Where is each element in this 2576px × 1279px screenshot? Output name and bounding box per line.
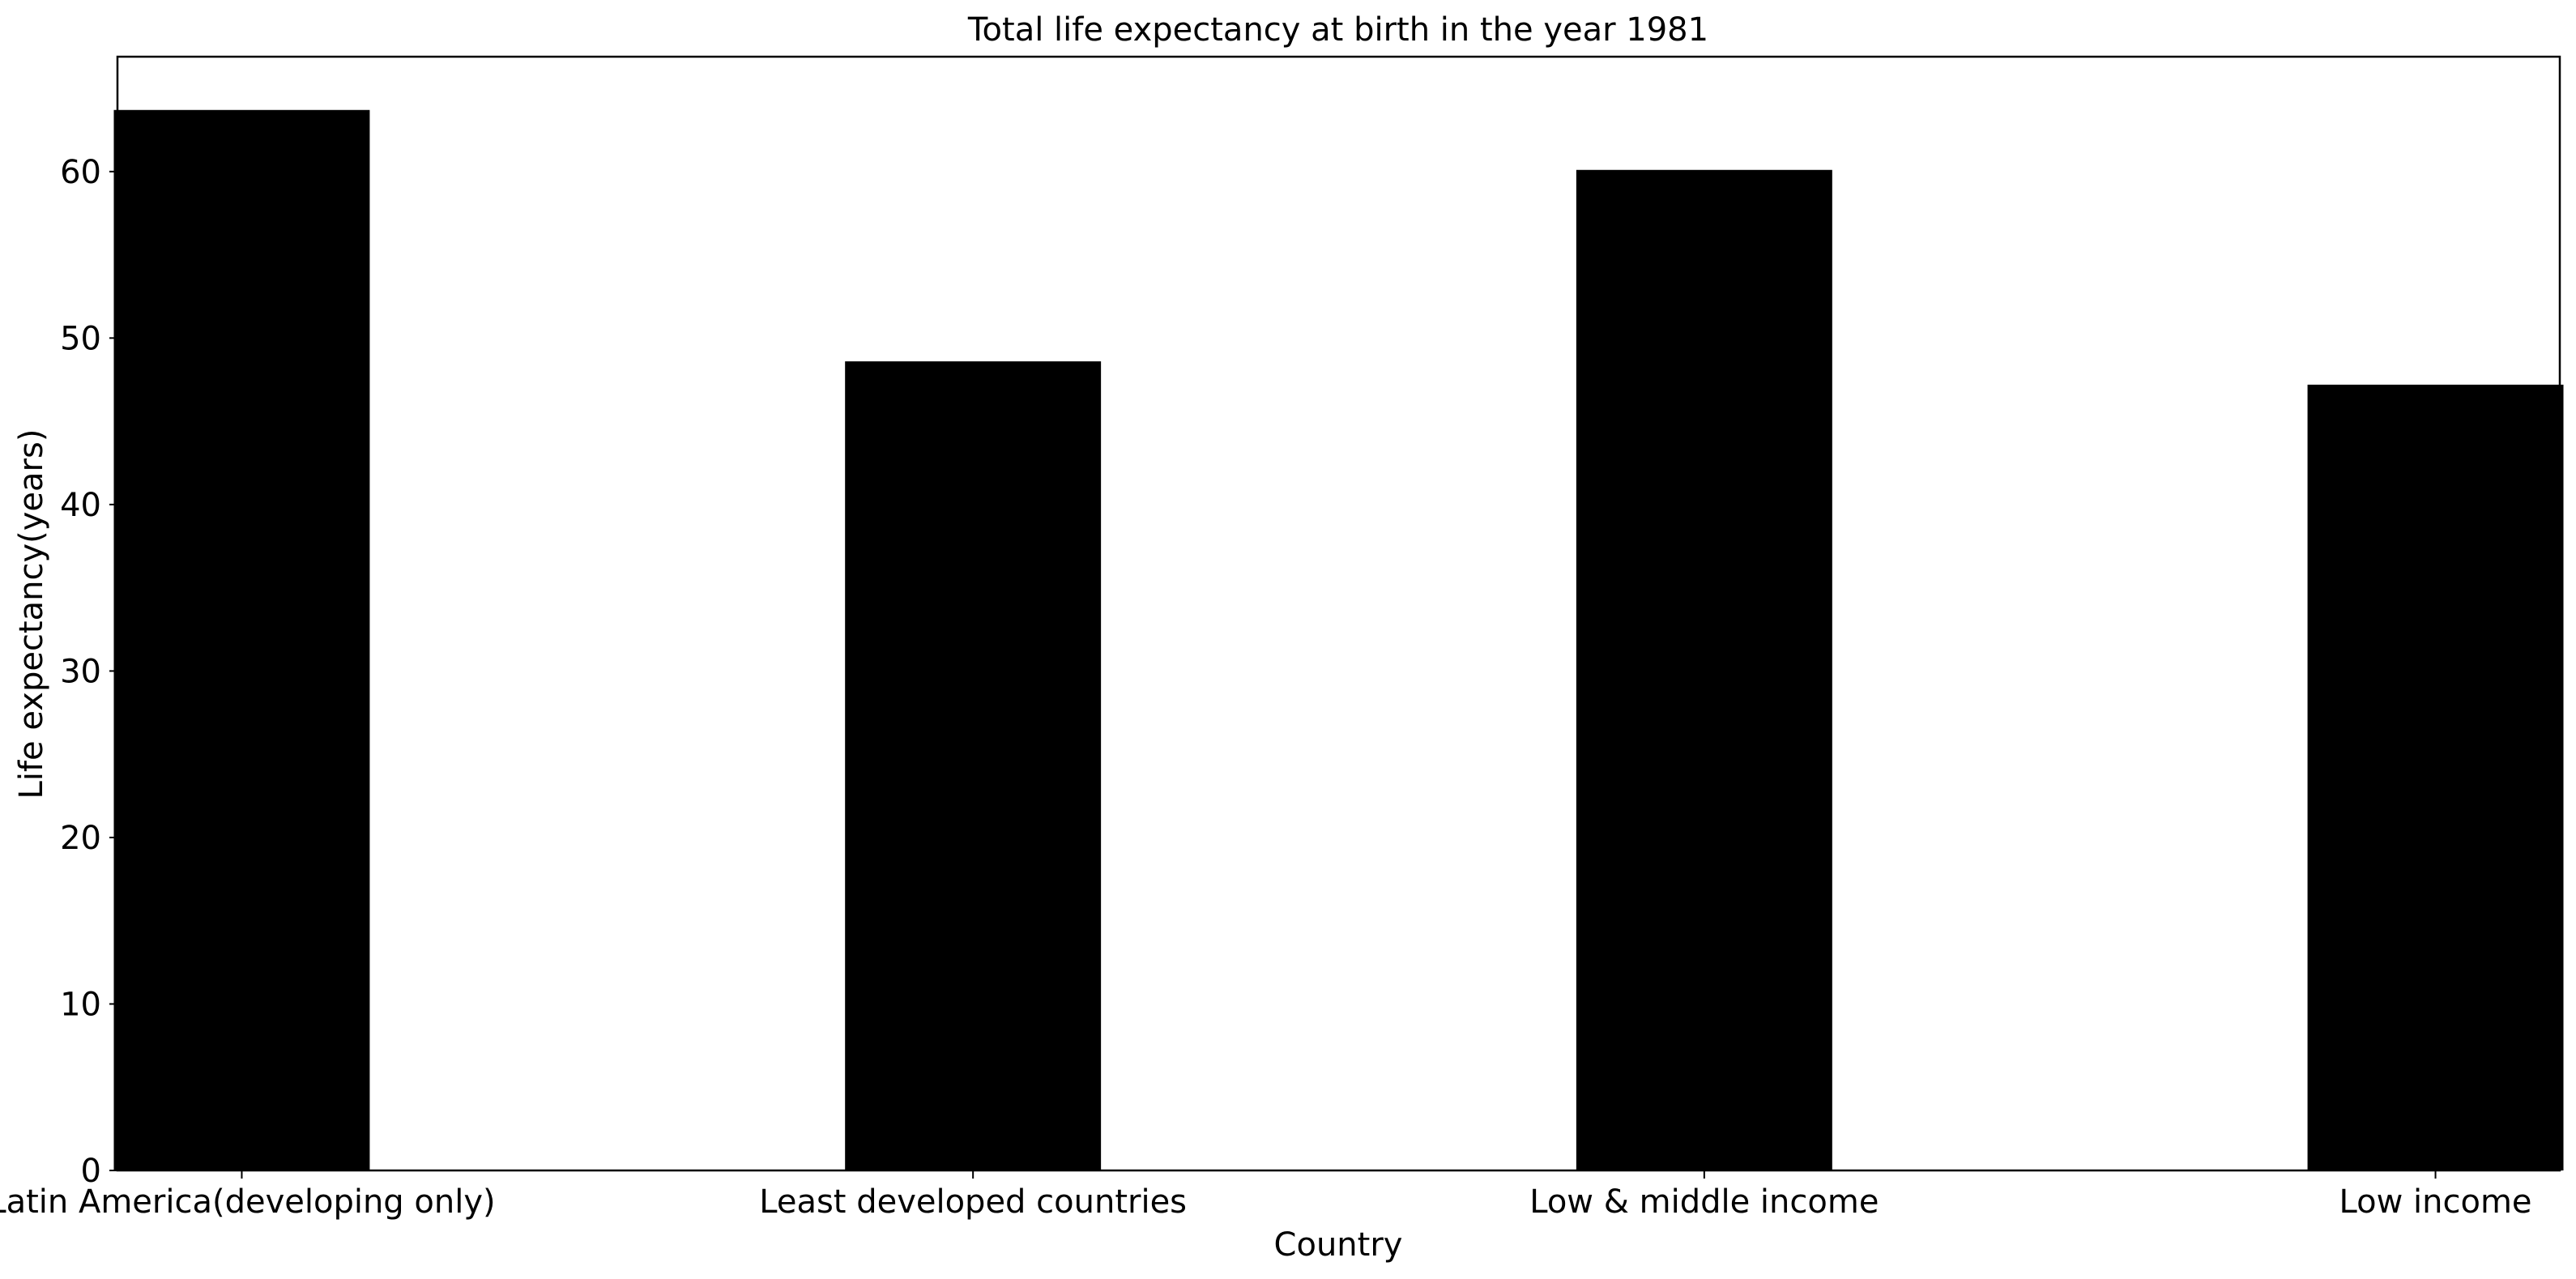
y-tick-label: 20 xyxy=(60,820,101,857)
bar-1 xyxy=(845,361,1102,1170)
x-tick-label: Low income xyxy=(2339,1183,2532,1221)
x-axis-ticks: Latin America(developing only) Least deve… xyxy=(0,1170,2532,1221)
x-tick-label: Least developed countries xyxy=(759,1183,1187,1221)
y-axis-ticks: 0 10 20 30 40 50 60 xyxy=(60,154,117,1190)
chart-title: Total life expectancy at birth in the ye… xyxy=(967,11,1708,49)
bar-0 xyxy=(113,109,370,1171)
bar-3 xyxy=(2307,384,2564,1170)
bar-2 xyxy=(1576,169,1832,1170)
x-tick-label: Latin America(developing only) xyxy=(0,1183,496,1221)
y-tick-label: 50 xyxy=(60,320,101,357)
y-tick-label: 10 xyxy=(60,986,101,1023)
bars-layer xyxy=(113,109,2564,1171)
y-tick-label: 0 xyxy=(81,1153,101,1190)
x-axis-label: Country xyxy=(1274,1226,1403,1264)
y-tick-label: 60 xyxy=(60,154,101,191)
y-axis-label: Life expectancy(years) xyxy=(13,429,50,799)
y-tick-label: 40 xyxy=(60,487,101,524)
plot-frame xyxy=(116,55,2561,1172)
y-tick-label: 30 xyxy=(60,653,101,690)
x-tick-label: Low & middle income xyxy=(1529,1183,1879,1221)
